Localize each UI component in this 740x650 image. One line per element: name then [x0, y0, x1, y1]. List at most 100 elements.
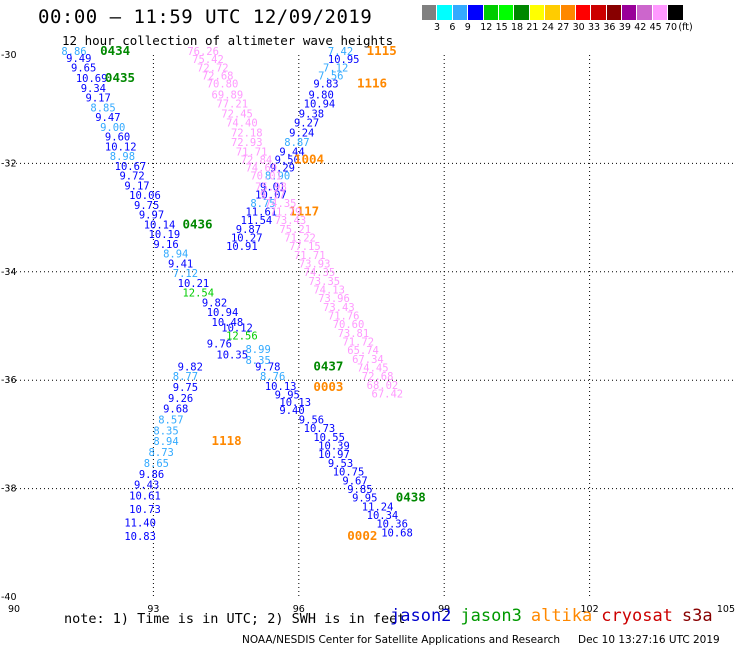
pass-time-label: 0003: [313, 379, 343, 394]
wave-height-label: 71.71: [236, 146, 268, 158]
chart-title: 00:00 – 11:59 UTC 12/09/2019: [38, 6, 373, 28]
wave-height-label: 8.75: [250, 198, 275, 210]
wave-height-label: 11.54: [241, 215, 273, 227]
wave-height-label: 77.15: [289, 241, 321, 253]
wave-height-label: 9.85: [347, 484, 372, 496]
wave-height-label: 75.98: [255, 182, 287, 194]
wave-height-label: 9.29: [270, 163, 295, 175]
wave-height-label: 74.35: [265, 198, 297, 210]
color-swatch: [637, 5, 653, 20]
wave-height-label: 67.42: [372, 389, 404, 401]
satellite-legend: jason2 jason3 altika cryosat s3a: [390, 606, 722, 626]
legend-item-jason2: jason2: [390, 606, 452, 626]
wave-height-label: 10.73: [304, 423, 336, 435]
y-tick-label: -40: [1, 592, 17, 603]
x-tick-label: 102: [581, 604, 599, 615]
wave-height-label: 74.35: [304, 267, 336, 279]
wave-height-label: 10.95: [328, 54, 360, 66]
chart-subtitle: 12 hour collection of altimeter wave hei…: [62, 33, 394, 48]
wave-height-label: 74.40: [226, 118, 258, 130]
wave-height-label: 9.87: [236, 224, 261, 236]
wave-height-label: 67.34: [352, 354, 384, 366]
wave-height-label: 9.27: [294, 118, 319, 130]
wave-height-label: 9.65: [71, 62, 96, 74]
wave-height-label: 8.57: [158, 415, 183, 427]
wave-height-label: 9.83: [313, 79, 338, 91]
wave-height-label: 10.06: [129, 190, 161, 202]
wave-height-label: 12.56: [226, 331, 258, 343]
color-swatch: [468, 5, 484, 20]
wave-height-label: 10.67: [115, 161, 147, 173]
wave-height-label: 10.13: [265, 381, 297, 393]
wave-height-label: 9.80: [308, 89, 333, 101]
wave-height-label: 10.13: [279, 397, 311, 409]
wave-height-label: 74.45: [357, 363, 389, 375]
legend-item-s3a: s3a: [681, 606, 713, 626]
wave-height-label: 9.97: [139, 210, 164, 222]
pass-time-label: 0438: [396, 490, 426, 505]
wave-height-label: 10.27: [231, 232, 263, 244]
wave-height-label: 70.01: [250, 171, 282, 183]
wave-height-label: 10.21: [178, 278, 210, 290]
color-swatch: [545, 5, 561, 20]
wave-height-label: 8.85: [90, 102, 115, 114]
wave-height-label: 71.72: [342, 337, 374, 349]
color-swatch: [652, 5, 669, 20]
color-swatch: [591, 5, 607, 20]
x-tick-label: 90: [8, 604, 20, 615]
wave-height-label: 9.53: [328, 458, 353, 470]
wave-height-label: 8.94: [153, 436, 178, 448]
wave-height-label: 9.49: [66, 53, 91, 65]
color-swatch: [575, 5, 592, 20]
pass-time-label: 0435: [105, 70, 135, 85]
wave-height-label: 8.99: [245, 344, 270, 356]
wave-height-label: 9.82: [202, 297, 227, 309]
color-scale-tick: (ft): [678, 22, 693, 33]
wave-height-label: 10.19: [149, 229, 181, 241]
wave-height-label: 76.26: [187, 46, 219, 58]
color-swatch: [560, 5, 576, 20]
wave-height-label: 10.36: [376, 519, 408, 531]
pass-time-label: 1115: [367, 43, 397, 58]
wave-height-label: 68.02: [367, 380, 399, 392]
wave-height-label: 10.73: [129, 504, 161, 516]
color-scale-tick: 42: [634, 22, 647, 33]
legend-item-altika: altika: [530, 606, 593, 626]
wave-height-label: 7.56: [318, 70, 343, 82]
wave-height-label: 9.60: [105, 132, 130, 144]
wave-height-label: 8.65: [144, 458, 169, 470]
wave-height-label: 9.76: [207, 339, 232, 351]
wave-height-label: 9.68: [163, 404, 188, 416]
legend-item-cryosat: cryosat: [601, 606, 673, 626]
wave-height-label: 9.44: [279, 146, 304, 158]
color-scale-tick: 15: [495, 22, 508, 33]
credit-line: NOAA/NESDIS Center for Satellite Applica…: [242, 634, 560, 646]
wave-height-label: 70.60: [333, 319, 365, 331]
wave-height-label: 9.75: [173, 382, 198, 394]
wave-height-label: 9.40: [279, 405, 304, 417]
wave-height-label: 10.91: [226, 241, 258, 253]
wave-height-label: 8.90: [265, 171, 290, 183]
generated-timestamp: Dec 10 13:27:16 UTC 2019: [578, 634, 720, 646]
wave-height-label: 72.18: [231, 127, 263, 139]
wave-height-label: 9.34: [81, 83, 106, 95]
color-scale-tick: 45: [649, 22, 662, 33]
pass-time-label: 1004: [294, 151, 324, 166]
wave-height-label: 10.14: [144, 219, 176, 231]
wave-height-label: 10.34: [367, 510, 399, 522]
y-tick-label: -36: [1, 375, 17, 386]
y-tick-label: -32: [1, 158, 17, 169]
y-tick-label: -34: [1, 267, 17, 278]
wave-height-label: 10.55: [313, 432, 345, 444]
wave-height-label: 9.43: [134, 480, 159, 492]
wave-height-label: 8.35: [245, 355, 270, 367]
wave-height-label: 9.95: [352, 493, 377, 505]
color-scale-tick: 33: [588, 22, 601, 33]
wave-height-label: 75.42: [192, 54, 224, 66]
x-tick-label: 105: [717, 604, 735, 615]
color-swatch: [514, 5, 530, 20]
color-scale-tick: 12: [480, 22, 493, 33]
wave-height-label: 9.00: [100, 122, 125, 134]
color-scale-tick: 18: [511, 22, 524, 33]
